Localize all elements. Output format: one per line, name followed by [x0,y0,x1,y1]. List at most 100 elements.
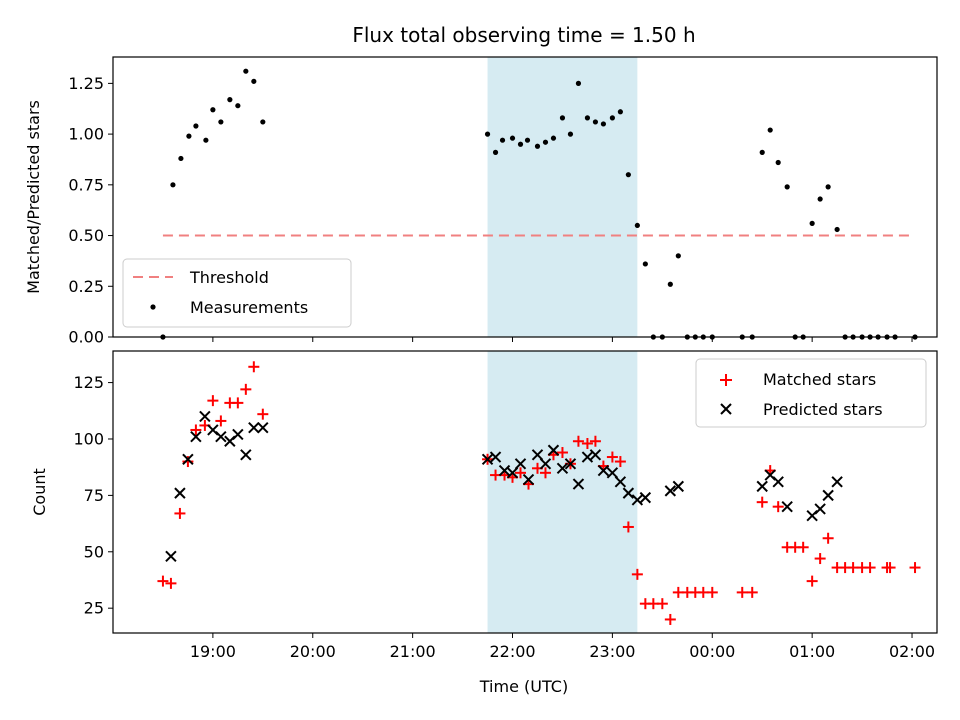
legend-predicted-label: Predicted stars [763,400,883,419]
measurement-point [251,78,257,84]
predicted-point [822,489,834,502]
measurement-point [484,131,491,137]
predicted-point-b [174,487,186,499]
measurement-point [178,155,184,162]
top-y-tick-label: 0.75 [68,175,104,194]
measurement-point [625,172,631,178]
predicted-point [506,467,519,479]
bottom-series-predicted [165,410,843,563]
bottom-y-tick-label: 50 [84,542,104,561]
matched-point [814,553,826,565]
measurement-point [227,97,233,103]
measurement-point [767,127,773,133]
top-shaded-region [487,57,638,337]
measurement-point [634,222,640,229]
matched-point [182,456,194,468]
x-axis-label: Time (UTC) [479,677,568,696]
predicted-point [489,451,502,463]
measurement-point [675,253,681,259]
predicted-point [481,453,494,465]
predicted-point [531,449,544,461]
predicted-point-b [232,428,244,441]
measurement-point [667,281,673,287]
matched-point [157,575,169,587]
matched-point [631,568,643,580]
top-y-tick-label: 0.00 [68,328,104,347]
measurement-point [834,226,840,233]
x-tick-label: 22:00 [489,642,535,661]
matched-point [190,424,202,436]
predicted-point [248,421,260,434]
predicted-point-b [514,458,527,470]
matched-point [664,613,676,625]
matched-point [515,467,527,479]
predicted-point-b [165,550,177,563]
predicted-point [622,487,635,499]
predicted-point [664,485,677,497]
predicted-point-b [606,467,619,479]
predicted-point [572,478,585,490]
predicted-point-b [639,491,652,504]
predicted-point [240,449,252,461]
bottom-shaded-region [487,351,638,633]
measurement-point [193,123,199,129]
measurement-point [186,133,192,139]
matched-point [706,586,718,598]
predicted-point [257,421,269,434]
measurement-point [609,115,615,121]
predicted-point [190,431,202,443]
predicted-point [539,458,552,470]
measurement-point [499,137,506,143]
top-y-axis-label: Matched/Predicted stars [24,100,43,294]
top-y-tick-label: 1.25 [68,74,104,93]
legend-predicted-swatch [720,403,732,415]
x-tick-label: 00:00 [689,642,735,661]
matched-point [248,361,260,373]
legend-matched-swatch [720,374,732,386]
measurement-point [509,135,516,141]
bottom-axes-frame [112,350,938,634]
matched-point [884,562,896,574]
matched-point [174,507,186,519]
measurement-point [218,119,224,125]
measurement-point [817,196,823,202]
top-y-tick-label: 0.50 [68,226,104,245]
matched-point [736,586,748,598]
top-x-ticks [212,337,913,342]
measurement-point [243,68,249,74]
predicted-point-b [547,444,560,456]
matched-point [572,435,584,447]
predicted-point-b [589,449,602,461]
bottom-y-ticks: 25 50 75 100 125 [73,373,113,618]
measurement-point [784,184,790,190]
predicted-point-b [522,473,535,486]
matched-point [656,598,668,610]
measurement-point [492,149,499,155]
predicted-point-b [672,480,685,493]
matched-point [622,521,634,533]
predicted-point-b [207,424,219,436]
matched-point [539,467,551,479]
predicted-point-b [822,489,834,502]
chart-title: Flux total observing time = 1.50 h [352,23,695,47]
matched-point [589,435,601,447]
predicted-point-b [831,476,843,488]
predicted-point-b [182,453,194,465]
measurement-point [809,220,815,226]
predicted-point [772,476,784,488]
matched-point [556,447,568,459]
matched-point [215,415,227,427]
matched-point [606,451,618,463]
predicted-point [589,449,602,461]
predicted-point-b [597,464,610,477]
matched-point [232,397,244,409]
predicted-point [631,494,644,506]
predicted-point-b [257,421,269,434]
bottom-y-axis-label: Count [30,468,49,516]
matched-point [756,496,768,508]
predicted-point [781,500,793,513]
matched-point [207,395,219,407]
x-tick-label: 23:00 [589,642,635,661]
predicted-point [174,487,186,499]
